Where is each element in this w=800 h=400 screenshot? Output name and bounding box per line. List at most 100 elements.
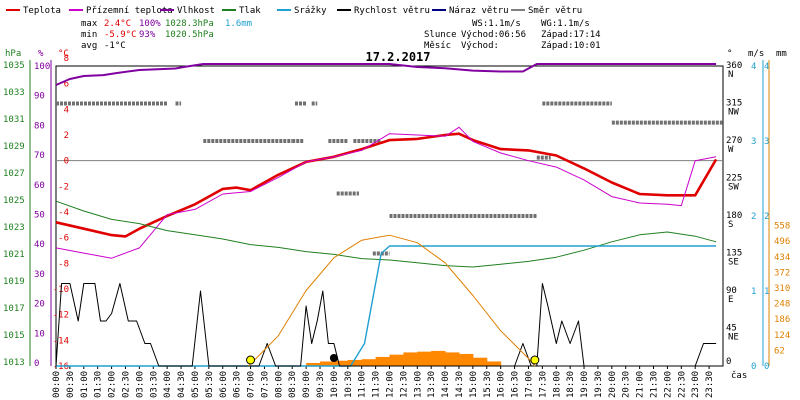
pct-tick: 50 — [34, 211, 45, 221]
dir-tick: 360 — [726, 61, 742, 71]
radiation-bar — [431, 350, 446, 366]
legend-label: Teplota — [23, 6, 61, 16]
x-tick-label: 14:30 — [455, 371, 465, 398]
dir-tick: 315 — [726, 99, 742, 109]
sun-rise: Východ:06:56 — [461, 30, 526, 40]
dir-name: W — [728, 145, 734, 155]
temp-tick: 0 — [64, 157, 69, 167]
radiation-bar — [347, 359, 363, 366]
x-tick-label: 21:30 — [650, 371, 660, 398]
dir-name: S — [728, 220, 733, 230]
hpa-tick: 1015 — [3, 331, 25, 341]
dir-name: SW — [728, 183, 739, 193]
temp-tick: -16 — [53, 362, 69, 372]
legend-label: Přízemní teplota — [86, 6, 173, 16]
dir-tick: 45 — [726, 324, 737, 334]
sun-moon-info: WS:1.1m/s WG:1.1m/s Slunce Východ:06:56 … — [424, 19, 601, 51]
x-tick-label: 02:00 — [108, 371, 118, 398]
x-tick-label: 14:00 — [441, 371, 451, 398]
legend-label: Směr větru — [528, 6, 582, 16]
pct-tick: 80 — [34, 121, 45, 131]
pct-tick: 60 — [34, 181, 45, 191]
pct-tick: 30 — [34, 270, 45, 280]
wind-wg: WG:1.1m/s — [541, 19, 590, 29]
moon-marker — [329, 354, 338, 362]
radiation-bar — [486, 361, 502, 366]
pct-tick: 70 — [34, 151, 45, 161]
x-tick-label: 12:30 — [399, 371, 409, 398]
x-tick-label: 17:00 — [524, 371, 534, 398]
dir-tick: 0 — [726, 357, 731, 367]
x-tick-label: 16:00 — [497, 371, 507, 398]
temp-tick: 8 — [64, 54, 69, 64]
series-line — [55, 126, 717, 259]
x-tick-label: 05:00 — [191, 371, 201, 398]
hpa-tick: 1021 — [3, 250, 25, 260]
hpa-tick: 1027 — [3, 169, 25, 179]
x-tick-label: 19:30 — [594, 371, 604, 398]
sun-set: Západ:17:14 — [541, 30, 601, 40]
temp-tick: 6 — [64, 80, 69, 90]
x-tick-label: 18:30 — [566, 371, 576, 398]
series-line — [56, 245, 717, 367]
series-line — [55, 63, 717, 86]
rad-tick: 558 — [774, 222, 790, 232]
x-tick-label: 00:00 — [52, 371, 62, 398]
legend: Teplota Přízemní teplota Vlhkost Tlak Srážky… — [6, 6, 582, 16]
radiation-bar — [361, 359, 377, 366]
sun-marker — [246, 355, 256, 365]
hpa-tick: 1035 — [3, 61, 25, 71]
dir-name: NE — [728, 333, 739, 343]
radiation-bar — [375, 356, 390, 366]
x-tick-label: 20:00 — [608, 371, 618, 398]
stat-max-rain: 1.6mm — [225, 19, 252, 29]
x-tick-label: 17:30 — [538, 371, 548, 398]
stat-avg-label: avg — [81, 41, 97, 51]
x-tick-label: 08:30 — [288, 371, 298, 398]
stats-block: max 2.4°C 100% 1028.3hPa 1.6mm min -5.9°… — [81, 19, 252, 51]
temp-tick: -8 — [58, 259, 69, 269]
dir-name: N — [728, 70, 733, 80]
x-tick-label: 20:30 — [622, 371, 632, 398]
mm-axis-label: mm — [776, 49, 787, 59]
dir-tick: 225 — [726, 174, 742, 184]
rad-tick: 496 — [774, 237, 790, 247]
pct-tick: 40 — [34, 240, 45, 250]
x-tick-label: 06:30 — [233, 371, 243, 398]
hpa-axis-label: hPa — [5, 49, 21, 59]
stat-max-temp: 2.4°C — [104, 19, 131, 29]
pct-tick: 20 — [34, 300, 45, 310]
x-tick-label: 22:00 — [663, 371, 673, 398]
series-line — [248, 234, 536, 367]
radiation-bar — [472, 357, 488, 366]
time-axis-label: čas — [731, 370, 747, 381]
x-tick-label: 00:30 — [66, 371, 76, 398]
dir-tick: 180 — [726, 211, 742, 221]
hpa-tick: 1029 — [3, 142, 25, 152]
x-tick-label: 13:30 — [427, 371, 437, 398]
mm-tick: 0 — [764, 362, 769, 372]
dir-axis-label: ° — [727, 49, 732, 59]
x-tick-label: 01:30 — [94, 371, 104, 398]
moon-label: Měsíc — [424, 41, 451, 51]
x-tick-label: 16:30 — [511, 371, 521, 398]
ms-tick: 3 — [751, 137, 756, 147]
x-tick-label: 04:00 — [163, 371, 173, 398]
sun-marker — [530, 355, 540, 365]
x-tick-label: 11:30 — [372, 371, 382, 398]
dir-name: E — [728, 295, 733, 305]
x-tick-label: 18:00 — [552, 371, 562, 398]
x-tick-label: 06:00 — [219, 371, 229, 398]
stat-max-label: max — [81, 19, 98, 29]
x-tick-label: 09:30 — [316, 371, 326, 398]
rad-tick: 62 — [774, 346, 785, 356]
mm-tick: 4 — [764, 62, 769, 72]
x-tick-label: 07:30 — [260, 371, 270, 398]
x-tick-label: 10:30 — [344, 371, 354, 398]
radiation-bar — [389, 354, 404, 366]
pct-axis-label: % — [38, 49, 44, 59]
rad-tick: 186 — [774, 315, 790, 325]
axes: hPa% °C1035103310311029102710251023102110… — [3, 49, 790, 398]
x-tick-label: 12:00 — [386, 371, 396, 398]
